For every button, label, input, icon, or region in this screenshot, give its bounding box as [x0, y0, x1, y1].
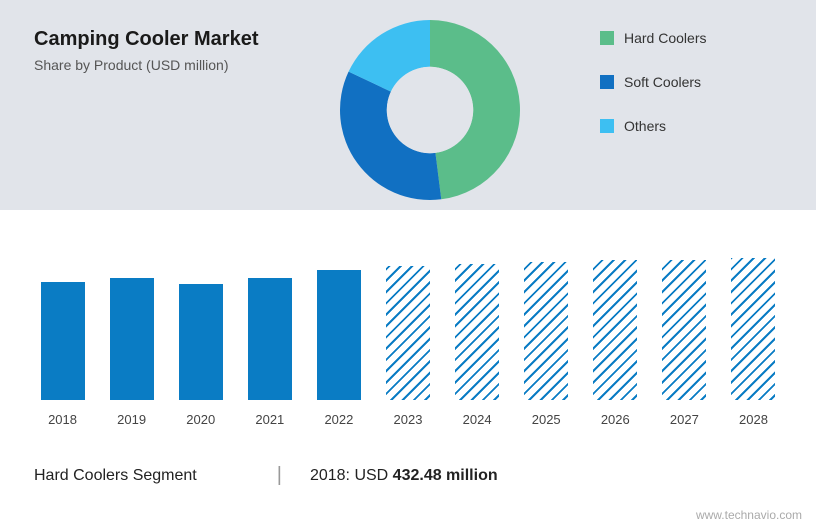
bar-forecast [662, 260, 706, 400]
legend-label: Soft Coolers [624, 74, 701, 90]
year-label: 2025 [518, 412, 575, 427]
year-label: 2023 [379, 412, 436, 427]
legend: Hard Coolers Soft Coolers Others [600, 30, 706, 162]
year-label: 2020 [172, 412, 229, 427]
year-label: 2027 [656, 412, 713, 427]
bar-chart: 2018 2019 2020 2021 2022 2023 2024 2025 2026 2027… [34, 230, 782, 440]
footer-value: 2018: USD 432.48 million [310, 467, 498, 485]
footer-value-prefix: : USD [346, 467, 393, 484]
legend-label: Others [624, 118, 666, 134]
page-subtitle: Share by Product (USD million) [34, 57, 258, 73]
bar-column [34, 282, 91, 400]
bar-forecast [524, 262, 568, 400]
bar-column [241, 278, 298, 400]
year-label: 2024 [449, 412, 506, 427]
legend-item: Others [600, 118, 706, 134]
footer-value-number: 432.48 [393, 467, 442, 484]
bar-solid [248, 278, 292, 400]
bar-solid [41, 282, 85, 400]
bar-solid [179, 284, 223, 400]
legend-item: Hard Coolers [600, 30, 706, 46]
footer-value-suffix: million [442, 467, 498, 484]
watermark: www.technavio.com [696, 508, 802, 522]
bar-column [310, 270, 367, 400]
legend-swatch [600, 119, 614, 133]
bar-forecast [593, 260, 637, 400]
bar-column [172, 284, 229, 400]
bar-column [656, 260, 713, 400]
footer-value-year: 2018 [310, 467, 346, 484]
page-title: Camping Cooler Market [34, 28, 258, 51]
year-label: 2021 [241, 412, 298, 427]
legend-swatch [600, 31, 614, 45]
bar-forecast [386, 266, 430, 400]
bar-forecast [731, 258, 775, 400]
legend-item: Soft Coolers [600, 74, 706, 90]
bar-solid [317, 270, 361, 400]
bar-forecast [455, 264, 499, 400]
bar-column [725, 258, 782, 400]
year-label: 2028 [725, 412, 782, 427]
donut-hole [387, 67, 473, 153]
year-label: 2018 [34, 412, 91, 427]
bar-column [379, 266, 436, 400]
footer-segment-label: Hard Coolers Segment [34, 467, 237, 485]
year-label: 2026 [587, 412, 644, 427]
footer-row: Hard Coolers Segment | 2018: USD 432.48 … [34, 464, 782, 487]
bar-column [587, 260, 644, 400]
title-block: Camping Cooler Market Share by Product (… [34, 28, 258, 73]
bar-column [449, 264, 506, 400]
bar-column [103, 278, 160, 400]
bar-column [518, 262, 575, 400]
donut-chart [330, 10, 530, 215]
legend-label: Hard Coolers [624, 30, 706, 46]
bar-solid [110, 278, 154, 400]
top-panel: Camping Cooler Market Share by Product (… [0, 0, 816, 210]
legend-swatch [600, 75, 614, 89]
year-label: 2022 [310, 412, 367, 427]
footer-divider: | [237, 464, 310, 487]
year-label: 2019 [103, 412, 160, 427]
